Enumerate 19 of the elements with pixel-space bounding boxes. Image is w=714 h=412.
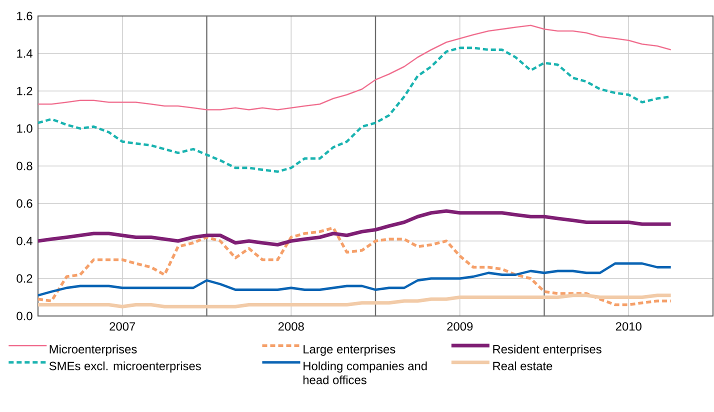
y-tick-label: 1.2 bbox=[17, 86, 32, 96]
y-tick-label: 0.6 bbox=[16, 199, 32, 208]
x-tick-label: 2008 bbox=[278, 322, 304, 331]
y-tick-label: 0.2 bbox=[16, 274, 32, 283]
x-tick-label: 2009 bbox=[447, 322, 473, 331]
legend-label: Holding companies and head offices bbox=[303, 361, 427, 384]
x-tick-label: 2007 bbox=[110, 322, 136, 331]
legend-label: Large enterprises bbox=[304, 344, 396, 356]
y-tick-label: 0.0 bbox=[16, 312, 32, 320]
y-tick-label: 1.0 bbox=[17, 124, 32, 133]
y-tick-label: 1.6 bbox=[17, 12, 32, 20]
y-tick-label: 0.4 bbox=[16, 236, 32, 246]
legend-label: SMEs excl. microenterprises bbox=[49, 361, 201, 373]
x-tick-label: 2010 bbox=[616, 322, 642, 331]
y-tick-label: 1.4 bbox=[17, 49, 32, 58]
legend-label: Real estate bbox=[493, 361, 552, 370]
legend-label: Resident enterprises bbox=[493, 344, 602, 356]
legend-label: Microenterprises bbox=[50, 344, 137, 356]
y-tick-label: 0.8 bbox=[16, 162, 32, 170]
